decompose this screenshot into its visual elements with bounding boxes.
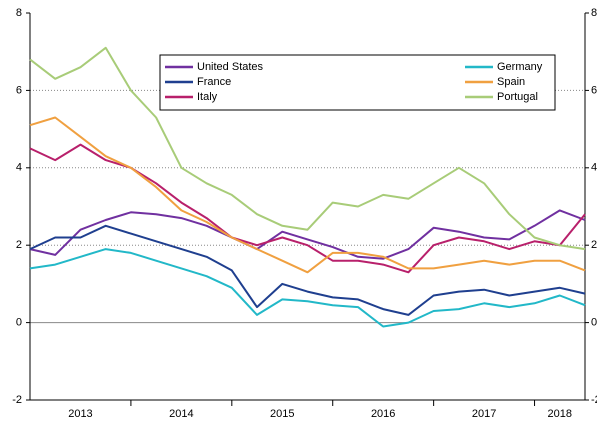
y2-tick-label: 6: [591, 84, 597, 96]
x-tick-label: 2014: [169, 408, 193, 420]
legend-label: France: [197, 76, 231, 88]
y2-tick-label: 2: [591, 239, 597, 251]
y-tick-label: -2: [12, 394, 22, 406]
series-line: [29, 209, 586, 260]
x-tick-label: 2016: [371, 408, 395, 420]
y-tick-label: 8: [16, 7, 22, 19]
x-tick-label: 2017: [472, 408, 496, 420]
x-tick-label: 2013: [68, 408, 92, 420]
y-tick-label: 2: [16, 239, 22, 251]
series-line: [29, 248, 586, 328]
y-tick-label: 4: [16, 162, 22, 174]
y2-tick-label: 0: [591, 317, 597, 329]
series-line: [29, 116, 586, 274]
legend-label: Spain: [497, 76, 525, 88]
series-line: [29, 46, 586, 251]
x-tick-label: 2015: [270, 408, 294, 420]
series-line: [29, 143, 586, 274]
legend-label: Germany: [497, 61, 543, 73]
x-tick-label: 2018: [548, 408, 572, 420]
y2-tick-label: 8: [591, 7, 597, 19]
legend-label: Portugal: [497, 91, 538, 103]
y-tick-label: 6: [16, 84, 22, 96]
legend-label: United States: [197, 61, 264, 73]
y-tick-label: 0: [16, 317, 22, 329]
y2-tick-label: -2: [591, 394, 597, 406]
y2-tick-label: 4: [591, 162, 597, 174]
legend-label: Italy: [197, 91, 218, 103]
series-line: [29, 224, 586, 316]
